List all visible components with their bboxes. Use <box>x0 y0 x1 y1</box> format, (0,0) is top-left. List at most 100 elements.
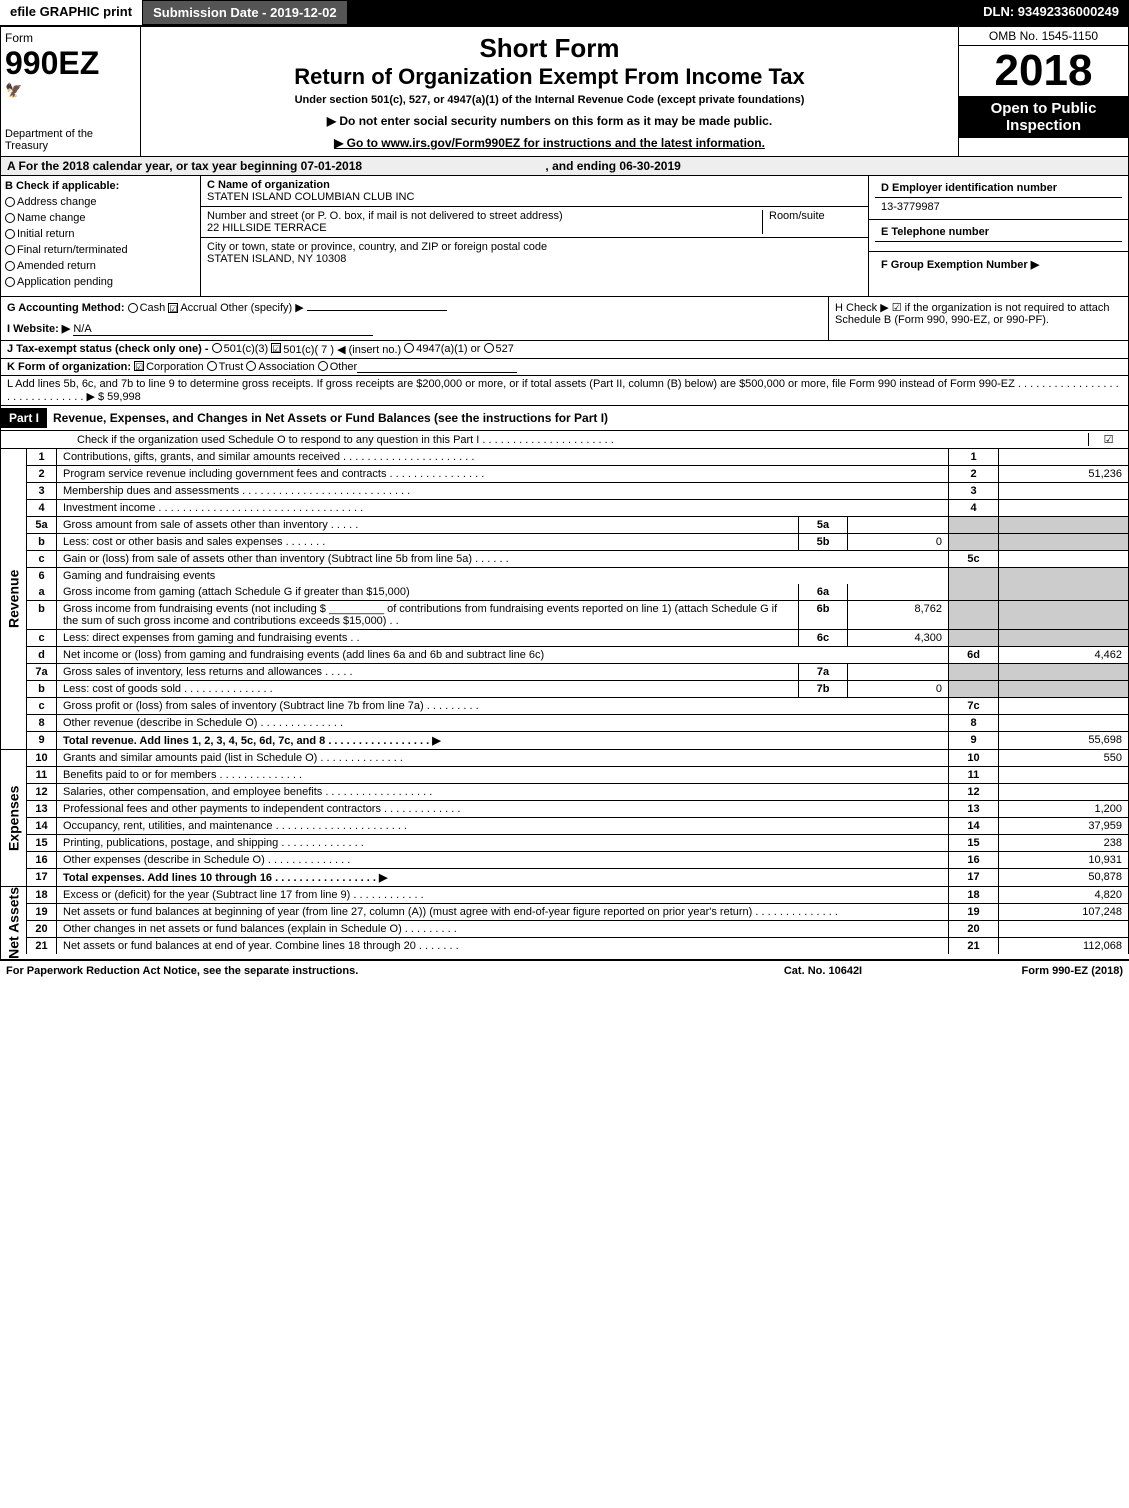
line-21-val: 112,068 <box>998 938 1128 954</box>
line-1-val <box>998 449 1128 465</box>
i-website-value: N/A <box>73 323 373 336</box>
line-21-desc: Net assets or fund balances at end of ye… <box>57 938 948 954</box>
line-10: 10 Grants and similar amounts paid (list… <box>26 750 1129 767</box>
header-right: OMB No. 1545-1150 2018 Open to Public In… <box>958 27 1128 156</box>
j-501c3-radio[interactable] <box>212 343 222 353</box>
c-street-value: 22 HILLSIDE TERRACE <box>207 222 762 234</box>
part1-schedule-o-checkbox[interactable]: ☑ <box>1088 433 1128 446</box>
short-form-title: Short Form <box>147 33 952 64</box>
go-to-link[interactable]: ▶ Go to www.irs.gov/Form990EZ for instru… <box>147 136 952 150</box>
g-cash-radio[interactable] <box>128 303 138 313</box>
j-label: J Tax-exempt status (check only one) - <box>7 343 209 356</box>
k-assoc-radio[interactable] <box>246 361 256 371</box>
line-8: 8 Other revenue (describe in Schedule O)… <box>26 715 1129 732</box>
line-5a-subval <box>848 517 948 533</box>
line-11-num: 11 <box>27 767 57 783</box>
application-pending-radio[interactable] <box>5 277 15 287</box>
do-not-enter-note: ▶ Do not enter social security numbers o… <box>147 114 952 128</box>
line-18: 18 Excess or (deficit) for the year (Sub… <box>26 887 1129 904</box>
line-11-desc: Benefits paid to or for members . . . . … <box>57 767 948 783</box>
line-5b-desc: Less: cost or other basis and sales expe… <box>57 534 798 550</box>
k-other-radio[interactable] <box>318 361 328 371</box>
line-5a-gray1 <box>948 517 998 533</box>
e-phone-value <box>875 242 1122 248</box>
page-footer: For Paperwork Reduction Act Notice, see … <box>0 960 1129 981</box>
line-3-desc: Membership dues and assessments . . . . … <box>57 483 948 499</box>
k-other-input[interactable] <box>357 361 517 373</box>
k-trust-label: Trust <box>219 361 244 373</box>
address-change-radio[interactable] <box>5 197 15 207</box>
j-527-radio[interactable] <box>484 343 494 353</box>
c-name-label: C Name of organization <box>207 179 862 191</box>
under-section-label: Under section 501(c), 527, or 4947(a)(1)… <box>147 94 952 106</box>
line-15-colnum: 15 <box>948 835 998 851</box>
line-9-desc: Total revenue. Add lines 1, 2, 3, 4, 5c,… <box>57 732 948 749</box>
line-3-colnum: 3 <box>948 483 998 499</box>
line-21-num: 21 <box>27 938 57 954</box>
line-11-colnum: 11 <box>948 767 998 783</box>
amended-return-radio[interactable] <box>5 261 15 271</box>
line-1-colnum: 1 <box>948 449 998 465</box>
g-other-input[interactable] <box>307 310 447 311</box>
return-title: Return of Organization Exempt From Incom… <box>147 64 952 90</box>
line-17-desc: Total expenses. Add lines 10 through 16 … <box>57 869 948 886</box>
line-17-val: 50,878 <box>998 869 1128 886</box>
line-6c-desc: Less: direct expenses from gaming and fu… <box>57 630 798 646</box>
line-19-colnum: 19 <box>948 904 998 920</box>
g-accrual-checkbox[interactable]: ☑ <box>168 303 178 313</box>
final-return-radio[interactable] <box>5 245 15 255</box>
line-7c-desc: Gross profit or (loss) from sales of inv… <box>57 698 948 714</box>
line-9-val: 55,698 <box>998 732 1128 749</box>
j-opt1: 501(c)(3) <box>224 343 269 356</box>
name-change-radio[interactable] <box>5 213 15 223</box>
initial-return-radio[interactable] <box>5 229 15 239</box>
line-5a-sub: 5a <box>798 517 848 533</box>
expenses-section: Expenses 10 Grants and similar amounts p… <box>0 750 1129 887</box>
line-13-colnum: 13 <box>948 801 998 817</box>
section-c-org: C Name of organization STATEN ISLAND COL… <box>201 176 868 296</box>
line-4-num: 4 <box>27 500 57 516</box>
line-18-val: 4,820 <box>998 887 1128 903</box>
line-4-colnum: 4 <box>948 500 998 516</box>
line-5c-num: c <box>27 551 57 567</box>
line-20-desc: Other changes in net assets or fund bala… <box>57 921 948 937</box>
section-b-checks: B Check if applicable: Address change Na… <box>1 176 201 296</box>
line-20-val <box>998 921 1128 937</box>
j-opt2: 501(c)( 7 ) ◀ (insert no.) <box>283 343 401 356</box>
line-5a-desc: Gross amount from sale of assets other t… <box>57 517 798 533</box>
line-6a-gray2 <box>998 584 1128 600</box>
netassets-vertical-label: Net Assets <box>0 887 26 959</box>
j-4947-radio[interactable] <box>404 343 414 353</box>
line-18-desc: Excess or (deficit) for the year (Subtra… <box>57 887 948 903</box>
line-5c-val <box>998 551 1128 567</box>
k-trust-radio[interactable] <box>207 361 217 371</box>
form-word-label: Form <box>5 31 136 45</box>
section-d-e-f: D Employer identification number 13-3779… <box>868 176 1128 296</box>
d-ein-value: 13-3779987 <box>875 198 1122 216</box>
line-6a-num: a <box>27 584 57 600</box>
line-3: 3 Membership dues and assessments . . . … <box>26 483 1129 500</box>
dln-label: DLN: 93492336000249 <box>973 0 1129 25</box>
k-corp-checkbox[interactable]: ☑ <box>134 361 144 371</box>
line-14: 14 Occupancy, rent, utilities, and maint… <box>26 818 1129 835</box>
line-6c-gray1 <box>948 630 998 646</box>
line-2-colnum: 2 <box>948 466 998 482</box>
line-19-val: 107,248 <box>998 904 1128 920</box>
revenue-lines: 1 Contributions, gifts, grants, and simi… <box>26 449 1129 749</box>
efile-graphic-print-link[interactable]: efile GRAPHIC print <box>0 0 142 25</box>
g-label: G Accounting Method: <box>7 302 125 314</box>
line-20-num: 20 <box>27 921 57 937</box>
line-20: 20 Other changes in net assets or fund b… <box>26 921 1129 938</box>
line-21-colnum: 21 <box>948 938 998 954</box>
line-2-num: 2 <box>27 466 57 482</box>
part1-title: Revenue, Expenses, and Changes in Net As… <box>47 409 1128 427</box>
irs-link[interactable]: ▶ Go to www.irs.gov/Form990EZ for instru… <box>334 136 765 150</box>
line-7b-sub: 7b <box>798 681 848 697</box>
line-6c-subval: 4,300 <box>848 630 948 646</box>
j-501c-checkbox[interactable]: ☑ <box>271 343 281 353</box>
line-14-colnum: 14 <box>948 818 998 834</box>
line-2-val: 51,236 <box>998 466 1128 482</box>
line-5c-colnum: 5c <box>948 551 998 567</box>
initial-return-label: Initial return <box>17 228 74 240</box>
i-label: I Website: ▶ <box>7 323 70 335</box>
